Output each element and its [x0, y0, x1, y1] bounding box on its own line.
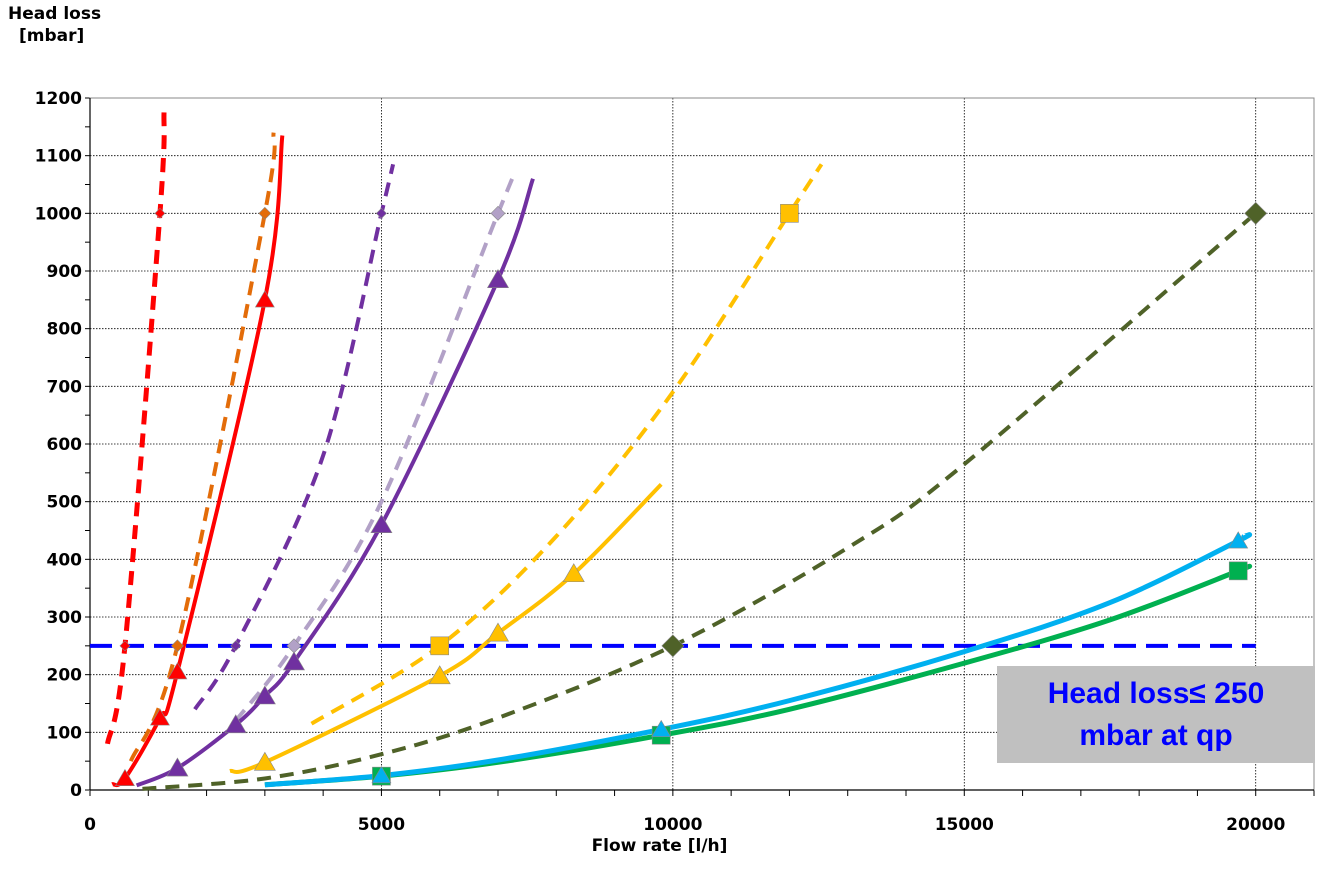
diamond-marker — [258, 206, 272, 220]
series-line-3 — [111, 135, 285, 788]
square-marker — [1228, 561, 1248, 581]
y-tick-label: 0 — [70, 781, 82, 801]
y-tick-label: 1000 — [35, 204, 82, 224]
x-axis-title: Flow rate [l/h] — [591, 836, 728, 856]
triangle-marker — [651, 719, 672, 737]
triangle-marker — [253, 751, 276, 771]
y-tick-label: 400 — [47, 550, 83, 570]
threshold-annotation-box: Head loss≤ 250 mbar at qp — [997, 666, 1315, 763]
diamond-marker — [171, 639, 184, 653]
x-tick-label: 0 — [84, 815, 96, 835]
y-axis-title-line2: [mbar] — [19, 26, 85, 46]
diamond-marker — [376, 207, 387, 219]
diamond-marker — [230, 640, 242, 652]
y-tick-label: 800 — [47, 320, 83, 340]
triangle-marker — [562, 563, 585, 583]
series-line-1 — [105, 112, 167, 745]
annotation-line2: mbar at qp — [1079, 718, 1233, 752]
diamond-marker — [1244, 201, 1268, 225]
square-marker — [430, 636, 450, 656]
triangle-marker — [486, 269, 510, 288]
y-tick-label: 900 — [47, 262, 83, 282]
triangle-marker — [428, 665, 451, 685]
axes — [85, 97, 1315, 796]
y-tick-label: 1200 — [35, 89, 82, 109]
y-tick-label: 200 — [47, 666, 83, 686]
diamond-marker — [661, 634, 685, 658]
y-tick-label: 500 — [47, 493, 83, 513]
y-tick-label: 100 — [47, 723, 83, 743]
y-tick-label: 300 — [47, 608, 83, 628]
series-line-5 — [234, 175, 515, 723]
y-tick-label: 1100 — [35, 147, 82, 167]
triangle-marker — [253, 685, 276, 705]
diamond-marker — [154, 207, 166, 219]
triangle-marker — [114, 768, 135, 786]
series-line-6 — [135, 178, 535, 788]
diamond-marker — [119, 640, 131, 652]
triangle-marker — [486, 622, 510, 642]
y-axis-title-line1: Head loss — [8, 4, 102, 24]
diamond-marker — [490, 205, 506, 221]
triangle-marker — [166, 757, 189, 777]
triangle-marker — [370, 514, 393, 534]
square-marker — [780, 204, 799, 223]
x-tick-label: 10000 — [643, 815, 702, 835]
triangle-marker — [224, 714, 247, 734]
series-line-7 — [310, 163, 824, 726]
x-tick-label: 20000 — [1226, 815, 1285, 835]
tick-labels: 0 100 200 300 400 500 600 700 800 900 1000 1100 1200… — [35, 89, 1286, 835]
y-tick-label: 600 — [47, 435, 83, 455]
triangle-marker — [371, 765, 392, 784]
series-line-2 — [128, 132, 277, 762]
x-tick-label: 5000 — [358, 815, 405, 835]
annotation-line1: Head loss≤ 250 — [1047, 676, 1265, 710]
triangle-marker — [149, 708, 170, 726]
triangle-marker — [254, 290, 275, 308]
series-line-11 — [264, 532, 1253, 788]
marker-layer — [114, 201, 1268, 786]
series-line-4 — [193, 163, 396, 711]
triangle-marker — [1228, 531, 1249, 549]
triangle-marker — [167, 662, 188, 680]
x-tick-label: 15000 — [935, 815, 994, 835]
triangle-marker — [282, 651, 306, 671]
y-tick-label: 700 — [47, 377, 83, 397]
